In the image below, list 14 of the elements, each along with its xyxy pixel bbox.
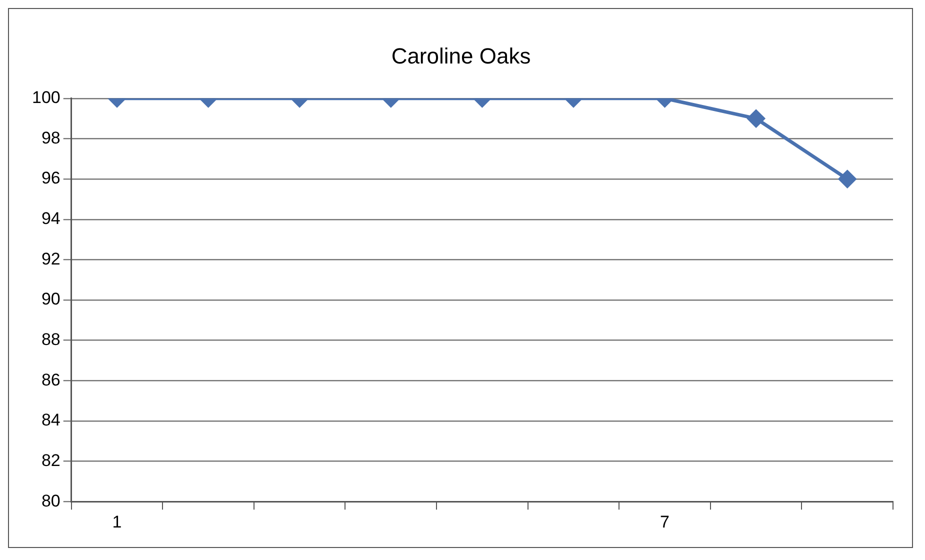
chart-title: Caroline Oaks xyxy=(391,43,531,68)
y-tick-label: 86 xyxy=(41,370,60,390)
y-tick-label: 100 xyxy=(32,88,60,108)
y-tick-label: 96 xyxy=(41,168,60,188)
y-tick-label: 92 xyxy=(41,249,60,268)
y-tick-label: 98 xyxy=(41,128,60,148)
y-tick-label: 80 xyxy=(41,491,60,510)
y-tick-label: 90 xyxy=(41,290,60,309)
y-tick-label: 84 xyxy=(41,410,60,430)
x-tick-label: 7 xyxy=(660,512,670,532)
y-tick-label: 82 xyxy=(41,450,60,470)
y-tick-label: 94 xyxy=(41,209,60,228)
x-tick-label: 1 xyxy=(112,512,122,532)
y-tick-label: 88 xyxy=(41,330,60,350)
